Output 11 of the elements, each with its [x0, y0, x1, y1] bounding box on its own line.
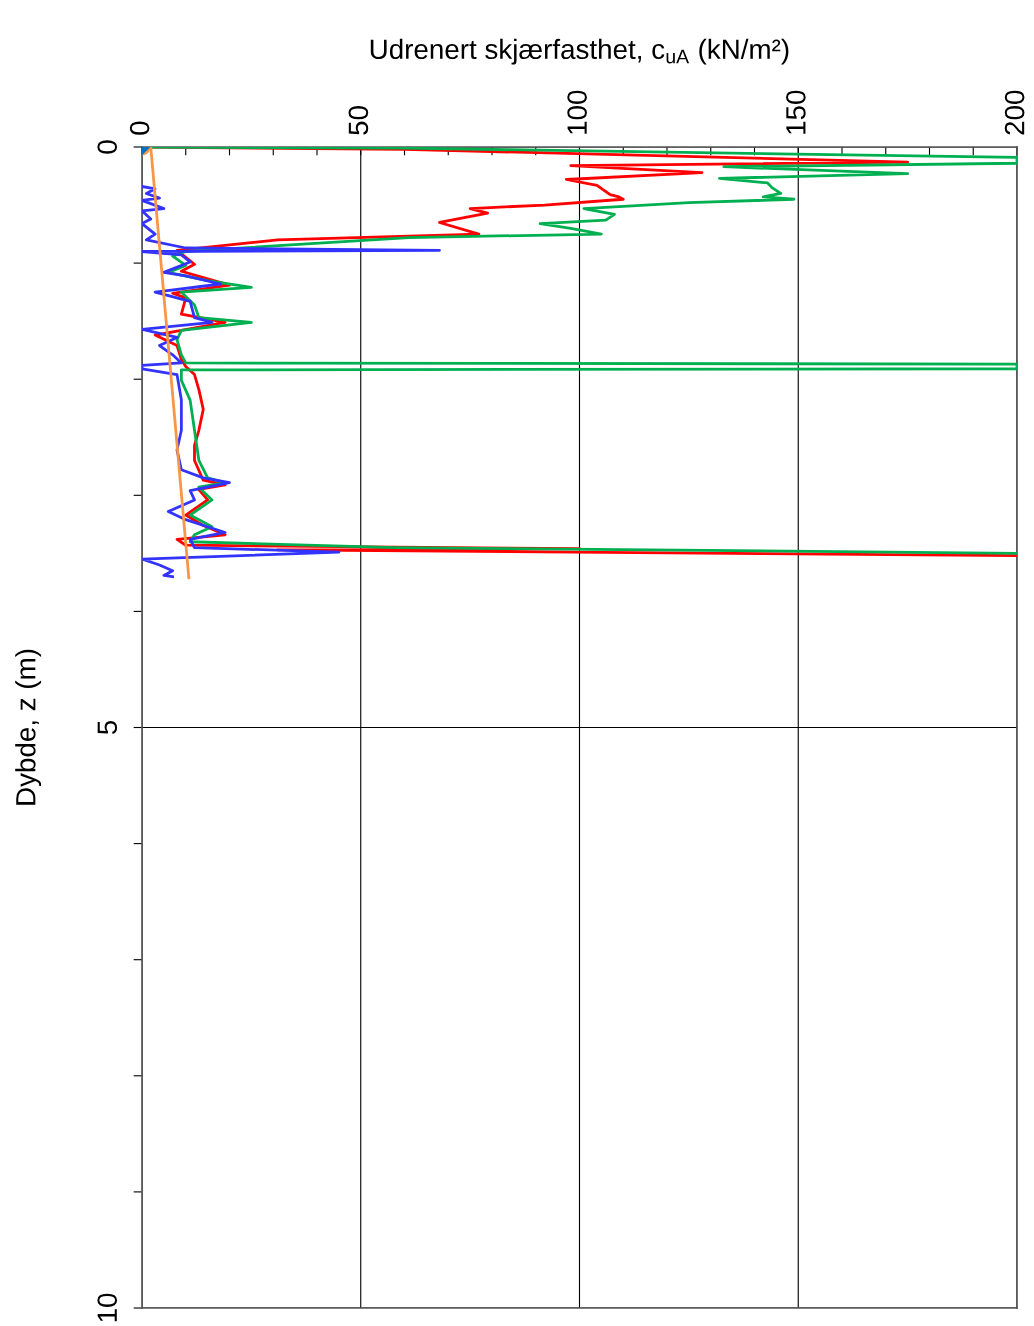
x-tick-label: 50	[348, 106, 369, 135]
x-tick-label: 150	[786, 90, 806, 134]
y-tick-label: 0	[97, 140, 118, 154]
x-tick-label: 100	[567, 90, 587, 134]
x-tick-label: 0	[129, 121, 150, 135]
y-tick-label: 5	[97, 720, 118, 735]
line-series	[142, 185, 441, 578]
x-tick-label: 200	[1004, 90, 1025, 135]
x-axis-title: Udrenert skjærfasthet, c$_{uA}$ (kN/m²)	[370, 38, 789, 65]
y-axis-title: Dybde, z (m)	[15, 649, 42, 805]
y-tick-label: 10	[97, 1293, 118, 1322]
